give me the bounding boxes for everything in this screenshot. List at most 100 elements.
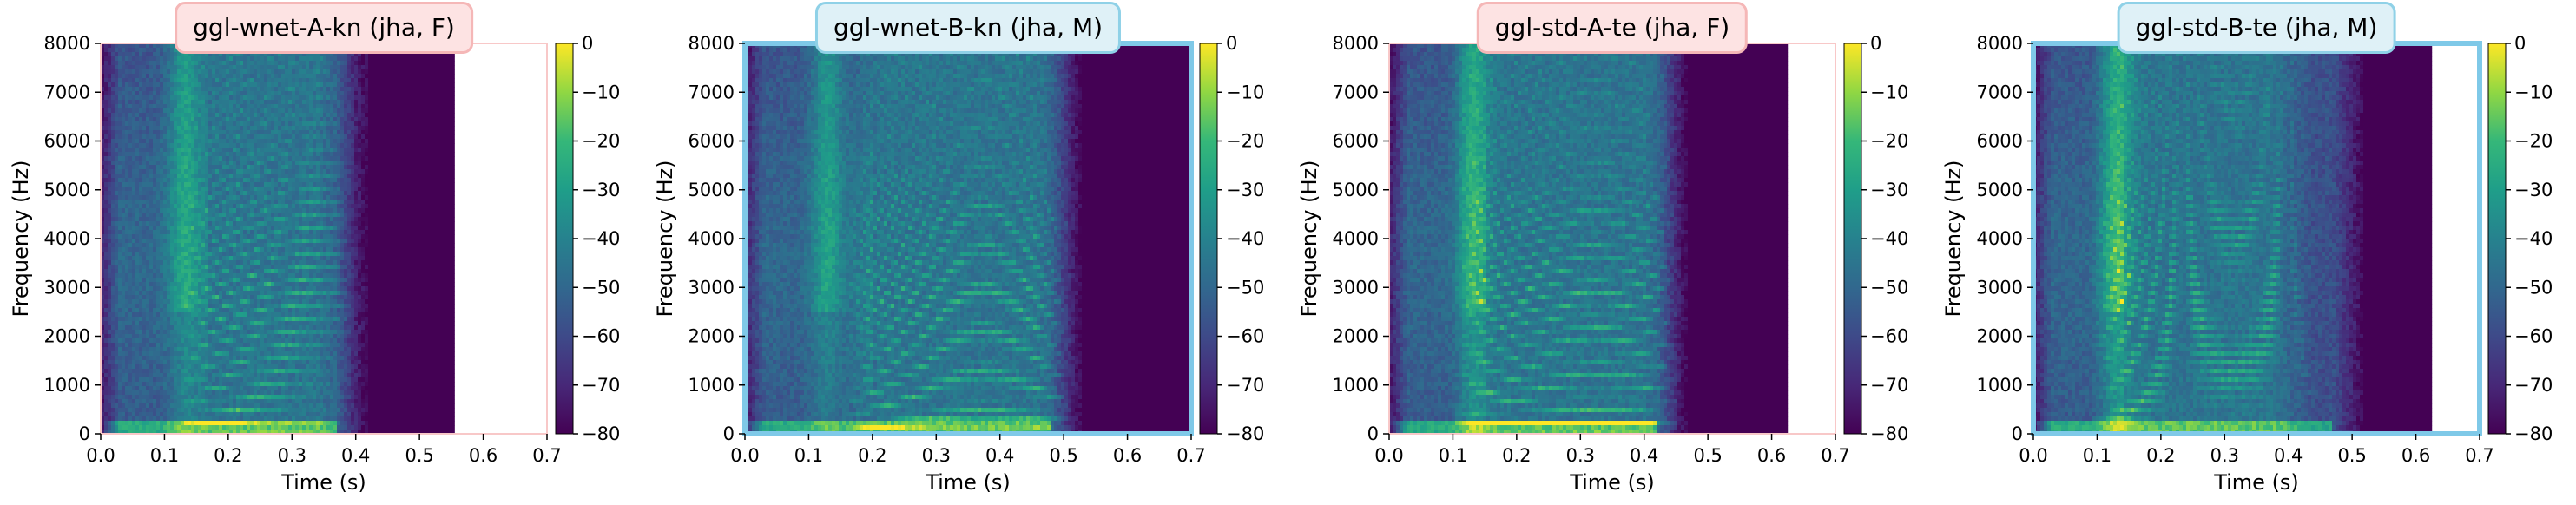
heatmap-cell (139, 425, 143, 430)
heatmap-cell (233, 165, 237, 170)
heatmap-cell (285, 343, 289, 348)
heatmap-cell (163, 204, 168, 209)
heatmap-cell (135, 386, 140, 391)
heatmap-cell (240, 113, 244, 118)
heatmap-cell (243, 195, 247, 200)
heatmap-cell (170, 182, 175, 187)
heatmap-cell (167, 312, 171, 318)
heatmap-cell (115, 52, 119, 57)
heatmap-cell (146, 421, 150, 426)
heatmap-cell (201, 334, 206, 339)
heatmap-cell (191, 204, 195, 209)
heatmap-cell (264, 278, 268, 283)
heatmap-cell (115, 91, 119, 96)
heatmap-cell (135, 364, 140, 370)
heatmap-cell (264, 386, 268, 391)
heatmap-cell (278, 195, 282, 200)
heatmap-cell (111, 256, 115, 261)
heatmap-cell (167, 139, 171, 144)
heatmap-cell (267, 187, 272, 192)
heatmap-cell (222, 403, 227, 409)
heatmap-cell (208, 208, 213, 213)
heatmap-cell (104, 334, 109, 339)
heatmap-cell (271, 425, 275, 430)
heatmap-cell (288, 100, 293, 105)
heatmap-cell (111, 130, 115, 135)
heatmap-cell (104, 243, 109, 248)
heatmap-cell (132, 317, 136, 322)
heatmap-cell (219, 108, 223, 114)
heatmap-cell (208, 282, 213, 287)
heatmap-cell (257, 395, 261, 400)
heatmap-cell (163, 360, 168, 365)
heatmap-cell (149, 278, 154, 283)
heatmap-cell (285, 152, 289, 157)
heatmap-cell (260, 178, 265, 183)
heatmap-cell (101, 91, 105, 96)
heatmap-cell (240, 338, 244, 344)
heatmap-cell (250, 334, 254, 339)
heatmap-cell (188, 82, 192, 88)
heatmap-cell (191, 95, 195, 101)
heatmap-cell (139, 317, 143, 322)
heatmap-cell (205, 152, 209, 157)
heatmap-cell (125, 43, 129, 49)
heatmap-cell (201, 221, 206, 226)
heatmap-cell (243, 178, 247, 183)
heatmap-cell (254, 377, 258, 383)
heatmap-cell (281, 182, 286, 187)
heatmap-cell (181, 308, 185, 313)
heatmap-cell (125, 399, 129, 404)
heatmap-cell (160, 213, 164, 218)
heatmap-cell (267, 282, 272, 287)
heatmap-cell (135, 239, 140, 244)
heatmap-cell (281, 113, 286, 118)
heatmap-cell (267, 330, 272, 335)
heatmap-cell (174, 364, 178, 370)
heatmap-cell (181, 82, 185, 88)
heatmap-cell (288, 351, 293, 357)
heatmap-cell (101, 234, 105, 239)
heatmap-cell (132, 239, 136, 244)
heatmap-cell (292, 143, 296, 148)
heatmap-cell (156, 195, 161, 200)
heatmap-cell (208, 113, 213, 118)
heatmap-cell (247, 61, 251, 66)
heatmap-cell (122, 174, 126, 179)
heatmap-cell (281, 100, 286, 105)
heatmap-cell (274, 269, 279, 274)
heatmap-cell (285, 78, 289, 83)
heatmap-cell (278, 408, 282, 413)
heatmap-cell (257, 338, 261, 344)
heatmap-cell (198, 351, 202, 357)
heatmap-cell (108, 121, 112, 127)
heatmap-cell (212, 161, 216, 166)
heatmap-cell (111, 95, 115, 101)
heatmap-cell (122, 430, 126, 435)
heatmap-cell (236, 87, 240, 92)
heatmap-cell (146, 169, 150, 174)
heatmap-cell (254, 65, 258, 70)
heatmap-cell (184, 265, 188, 270)
heatmap-cell (108, 330, 112, 335)
heatmap-cell (274, 113, 279, 118)
heatmap-cell (104, 204, 109, 209)
heatmap-cell (104, 134, 109, 140)
heatmap-cell (243, 78, 247, 83)
heatmap-cell (264, 134, 268, 140)
heatmap-cell (135, 204, 140, 209)
heatmap-cell (191, 126, 195, 131)
heatmap-cell (153, 312, 157, 318)
heatmap-cell (201, 208, 206, 213)
heatmap-cell (264, 282, 268, 287)
heatmap-cell (167, 156, 171, 161)
heatmap-cell (108, 182, 112, 187)
heatmap-cell (167, 308, 171, 313)
heatmap-cell (153, 104, 157, 109)
heatmap-cell (167, 325, 171, 331)
heatmap-cell (205, 61, 209, 66)
heatmap-cell (177, 165, 181, 170)
heatmap-cell (250, 278, 254, 283)
heatmap-cell (163, 364, 168, 370)
heatmap-cell (212, 364, 216, 370)
